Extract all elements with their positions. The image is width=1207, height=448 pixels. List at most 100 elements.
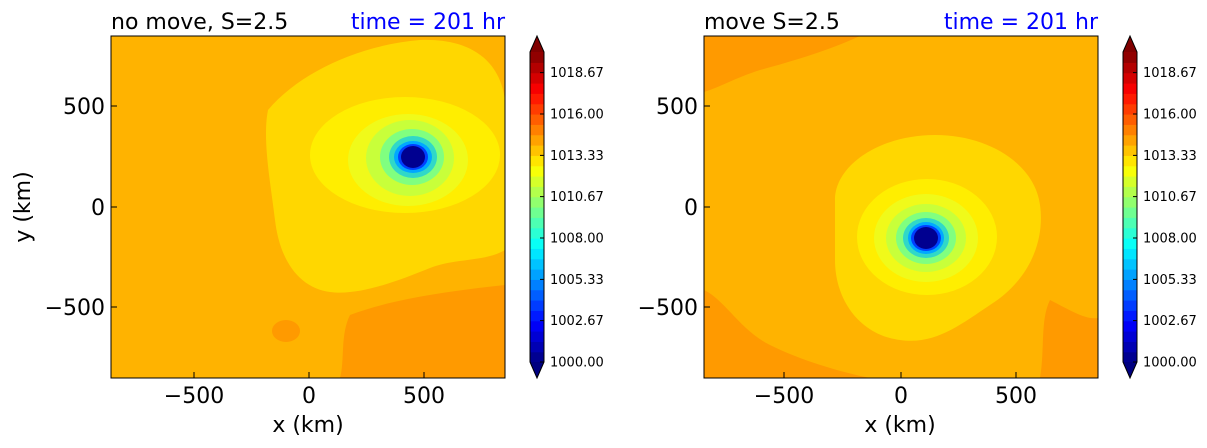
right-colorbar-band: [1123, 83, 1137, 94]
left-colorbar-band: [530, 279, 544, 291]
right-colorbar-band: [1123, 93, 1137, 105]
left-y-axis-label: y (km): [11, 171, 36, 242]
right-x-axis-label: x (km): [864, 413, 935, 438]
left-colorbar-max-extend: [530, 36, 544, 52]
right-colorbar-band: [1123, 248, 1137, 260]
left-colorbar-band: [530, 155, 544, 167]
right-colorbar-band: [1123, 310, 1137, 322]
left-colorbar-tick-label: 1005.33: [550, 273, 604, 288]
right-colorbar-band: [1123, 300, 1137, 311]
right-colorbar-band: [1123, 62, 1137, 74]
left-xtick-label: 500: [403, 384, 445, 409]
left-colorbar-band: [530, 72, 544, 84]
right-colorbar-band: [1123, 196, 1137, 208]
left-colorbar-band: [530, 186, 544, 198]
left-colorbar-band: [530, 227, 544, 239]
left-colorbar-band: [530, 341, 544, 353]
left-colorbar-tick-label: 1000.00: [550, 356, 604, 371]
right-colorbar-band: [1123, 186, 1137, 198]
left-colorbar-band: [530, 114, 544, 125]
right-colorbar-tick-label: 1008.00: [1143, 232, 1197, 247]
left-colorbar-band: [530, 331, 544, 342]
right-colorbar-tick-label: 1005.33: [1143, 273, 1197, 288]
left-xtick-label: −500: [164, 384, 224, 409]
left-colorbar-tick-label: 1010.67: [550, 190, 604, 205]
right-colorbar-band: [1123, 103, 1137, 115]
left-colorbar-band: [530, 258, 544, 270]
left-colorbar-band: [530, 124, 544, 136]
right-vortex-core: [914, 227, 938, 249]
left-colorbar-band: [530, 134, 544, 146]
left-colorbar-band: [530, 145, 544, 156]
right-colorbar-band: [1123, 72, 1137, 84]
left-colorbar-min-extend: [530, 362, 544, 378]
left-high-pressure-region: [340, 285, 505, 378]
left-colorbar-band: [530, 176, 544, 187]
left-colorbar-band: [530, 351, 544, 363]
right-panel: move S=2.5 time = 201 hr −500 0: [638, 10, 1099, 438]
right-colorbar-band: [1123, 176, 1137, 187]
right-x-axis: −500 0 500 x (km): [754, 372, 1037, 438]
left-x-axis-label: x (km): [272, 413, 343, 438]
right-colorbar-band: [1123, 269, 1137, 280]
right-xtick-label: 0: [894, 384, 908, 409]
left-colorbar-band: [530, 196, 544, 208]
right-colorbar-band: [1123, 114, 1137, 125]
left-colorbar-band: [530, 165, 544, 177]
right-time-label: time = 201 hr: [944, 10, 1099, 35]
right-colorbar-band: [1123, 238, 1137, 249]
left-ytick-label: 0: [91, 196, 105, 221]
left-high-pressure-blob: [272, 320, 300, 342]
right-high-pressure-region: [704, 36, 860, 92]
left-ytick-label: −500: [45, 296, 105, 321]
right-colorbar-tick-label: 1016.00: [1143, 108, 1197, 123]
left-colorbar-band: [530, 207, 544, 218]
left-ytick-label: 500: [63, 95, 105, 120]
left-colorbar-band: [530, 217, 544, 229]
right-colorbar-band: [1123, 134, 1137, 146]
right-colorbar-band: [1123, 217, 1137, 229]
right-ytick-label: 500: [656, 95, 698, 120]
left-colorbar-band: [530, 103, 544, 115]
right-colorbar-band: [1123, 320, 1137, 332]
right-xtick-label: 500: [995, 384, 1037, 409]
right-colorbar-band: [1123, 258, 1137, 270]
left-panel: no move, S=2.5 time = 201 hr −500 0 5: [11, 10, 506, 438]
left-y-axis: 500 0 −500 y (km): [11, 95, 117, 321]
right-contour-field: [704, 36, 1098, 378]
left-colorbar-band: [530, 289, 544, 301]
left-colorbar-band: [530, 300, 544, 311]
right-colorbar-min-extend: [1123, 362, 1137, 378]
right-colorbar-band: [1123, 124, 1137, 136]
left-contour-field: [111, 36, 505, 378]
left-colorbar-band: [530, 269, 544, 280]
right-colorbar-band: [1123, 207, 1137, 218]
left-colorbar-tick-label: 1002.67: [550, 314, 604, 329]
left-colorbar-tick-label: 1018.67: [550, 66, 604, 81]
left-vortex-core: [401, 146, 425, 168]
left-colorbar-band: [530, 320, 544, 332]
right-xtick-label: −500: [754, 384, 814, 409]
right-colorbar-band: [1123, 351, 1137, 363]
left-colorbar-band: [530, 310, 544, 322]
left-colorbar-band: [530, 93, 544, 105]
left-xtick-label: 0: [302, 384, 316, 409]
left-colorbar-tick-label: 1013.33: [550, 149, 604, 164]
right-colorbar: 1018.67 1016.00 1013.33 1010.67 1008.00 1005.…: [1122, 34, 1197, 380]
left-colorbar-band: [530, 248, 544, 260]
right-colorbar-tick-label: 1013.33: [1143, 149, 1197, 164]
right-colorbar-band: [1123, 52, 1137, 63]
right-colorbar-band: [1123, 331, 1137, 342]
right-ytick-label: 0: [684, 196, 698, 221]
right-title: move S=2.5: [704, 10, 840, 35]
right-colorbar-tick-label: 1018.67: [1143, 66, 1197, 81]
left-colorbar-tick-label: 1008.00: [550, 232, 604, 247]
right-colorbar-tick-label: 1002.67: [1143, 314, 1197, 329]
left-colorbar-band: [530, 62, 544, 74]
left-colorbar-band: [530, 83, 544, 94]
left-colorbar: 1018.67 1016.00 1013.33 1010.67 1008.00 1005.…: [529, 34, 604, 380]
left-title: no move, S=2.5: [111, 10, 288, 35]
right-colorbar-band: [1123, 165, 1137, 177]
right-colorbar-band: [1123, 289, 1137, 301]
